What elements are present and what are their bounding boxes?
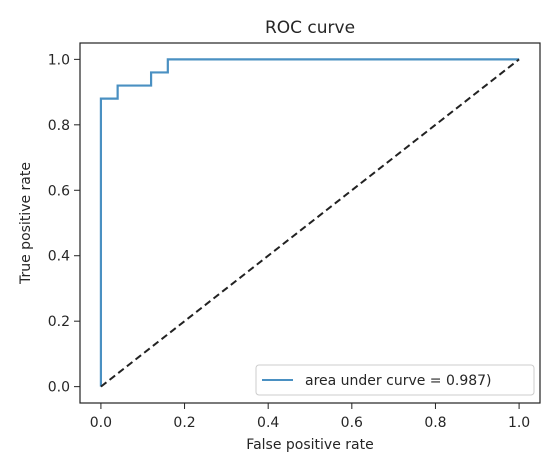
x-tick-label: 0.4 <box>257 415 279 431</box>
chart-title: ROC curve <box>265 18 355 38</box>
legend-box <box>255 364 535 396</box>
x-tick-label: 0.0 <box>90 415 112 431</box>
y-tick-label: 0.4 <box>48 249 70 265</box>
y-tick-label: 0.2 <box>48 314 70 330</box>
x-tick-label: 0.8 <box>424 415 446 431</box>
x-tick-label: 0.6 <box>341 415 363 431</box>
y-tick-label: 0.6 <box>48 183 70 199</box>
legend: area under curve = 0.987) <box>255 364 535 396</box>
legend-label: area under curve = 0.987) <box>305 373 492 389</box>
y-tick-label: 0.8 <box>48 118 70 134</box>
series-layer <box>99 58 520 388</box>
x-tick-label: 0.2 <box>173 415 195 431</box>
x-tick-label: 1.0 <box>508 415 530 431</box>
y-axis: 0.0 0.2 0.4 0.6 0.8 1.0 <box>48 52 80 396</box>
chance-diagonal-line <box>100 58 520 388</box>
x-axis-label: False positive rate <box>246 437 373 453</box>
x-axis: 0.0 0.2 0.4 0.6 0.8 1.0 <box>90 403 530 431</box>
y-tick-label: 1.0 <box>48 52 70 68</box>
y-tick-label: 0.0 <box>48 380 70 396</box>
y-axis-label: True positive rate <box>18 162 34 285</box>
roc-curve-line <box>99 58 520 387</box>
